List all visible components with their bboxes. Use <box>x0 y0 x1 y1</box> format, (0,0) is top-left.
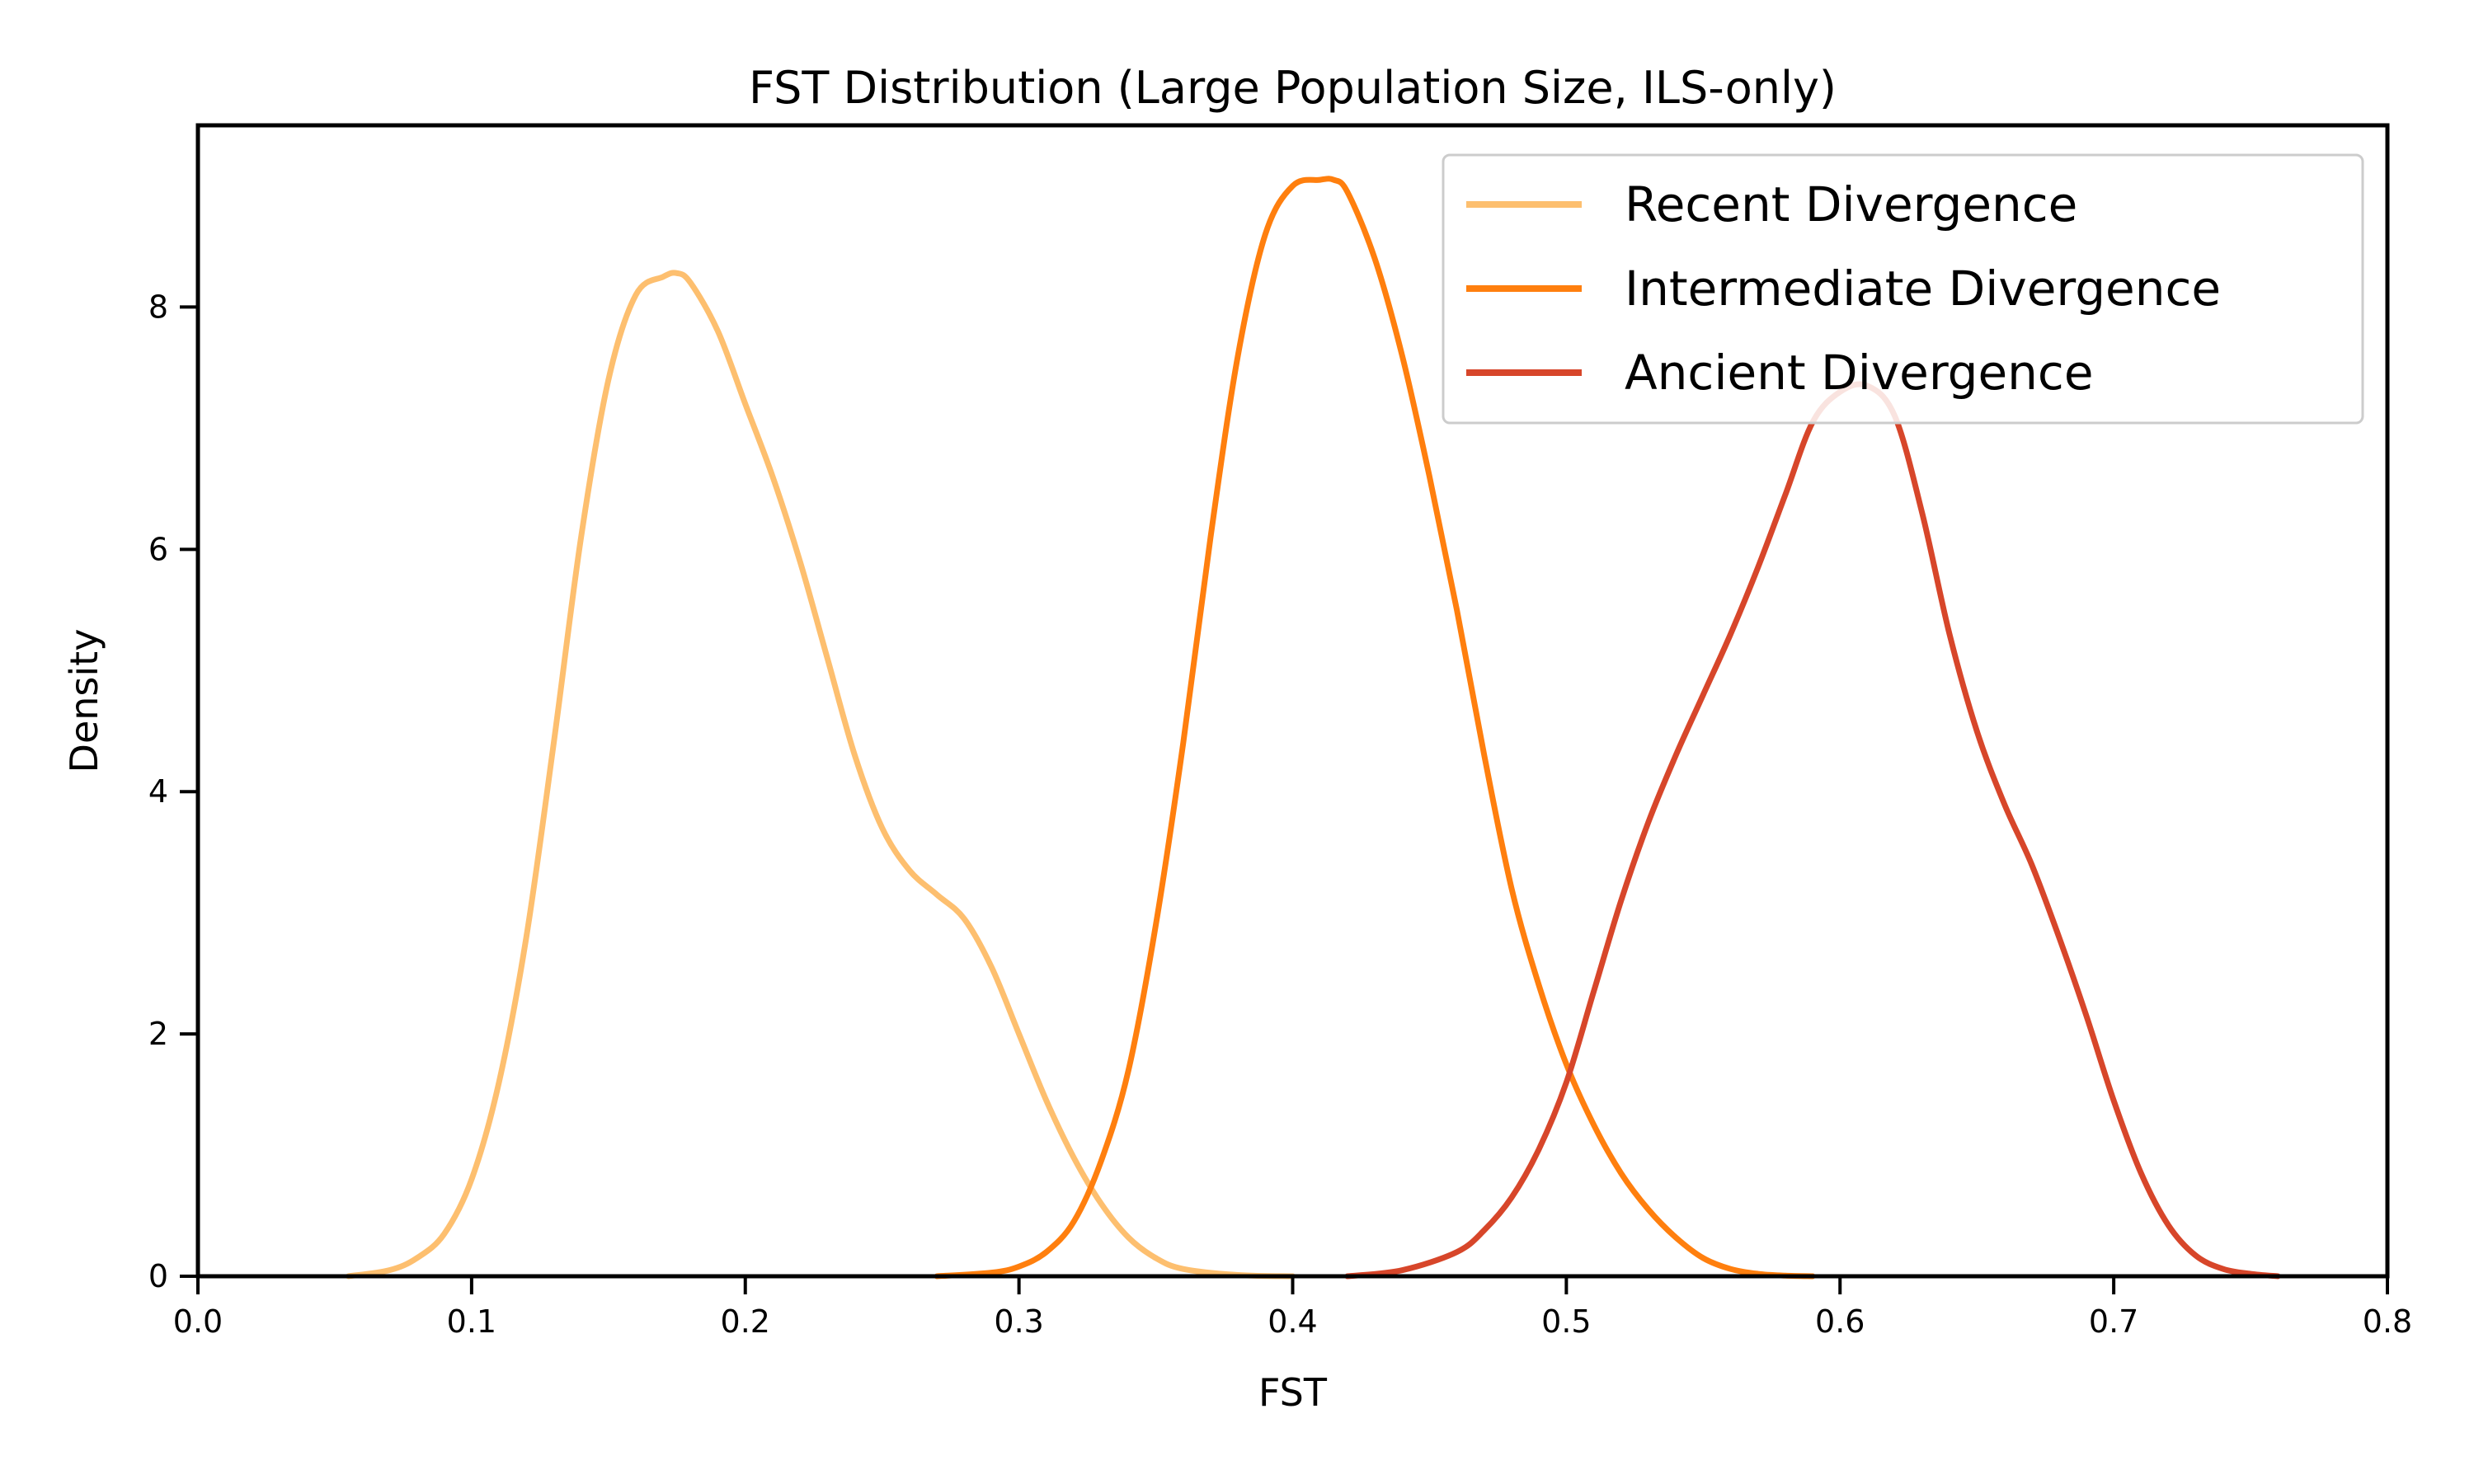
chart-title: FST Distribution (Large Population Size,… <box>749 62 1837 114</box>
y-tick-label: 0 <box>148 1258 168 1294</box>
x-axis-label: FST <box>1258 1370 1328 1415</box>
legend-box <box>1442 153 2364 425</box>
x-tick-label: 0.0 <box>173 1303 223 1340</box>
legend-label-ancient-divergence: Ancient Divergence <box>1625 345 2094 401</box>
y-tick-label: 4 <box>148 773 168 810</box>
y-axis: 0 2 4 6 8 <box>148 289 198 1294</box>
x-tick-label: 0.2 <box>721 1303 770 1340</box>
x-tick-label: 0.3 <box>994 1303 1043 1340</box>
x-tick-label: 0.8 <box>2363 1303 2412 1340</box>
x-tick-label: 0.5 <box>1541 1303 1591 1340</box>
x-tick-label: 0.7 <box>2089 1303 2138 1340</box>
legend: Recent Divergence Intermediate Divergence… <box>1442 153 2364 425</box>
legend-items: Recent Divergence Intermediate Divergence… <box>1466 176 2221 401</box>
y-tick-label: 2 <box>148 1016 168 1052</box>
x-tick-label: 0.4 <box>1268 1303 1317 1340</box>
series-line-intermediate-divergence <box>934 176 1816 1280</box>
legend-label-recent-divergence: Recent Divergence <box>1625 176 2077 232</box>
series-line-recent-divergence <box>346 270 1296 1280</box>
x-axis: 0.0 0.1 0.2 0.3 0.4 0.5 0.6 0.7 0.8 <box>173 1276 2412 1340</box>
y-tick-label: 8 <box>148 289 168 325</box>
legend-label-intermediate-divergence: Intermediate Divergence <box>1625 261 2221 317</box>
y-tick-label: 6 <box>148 531 168 567</box>
x-tick-label: 0.6 <box>1815 1303 1865 1340</box>
x-tick-label: 0.1 <box>447 1303 496 1340</box>
y-axis-label: Density <box>62 629 106 773</box>
